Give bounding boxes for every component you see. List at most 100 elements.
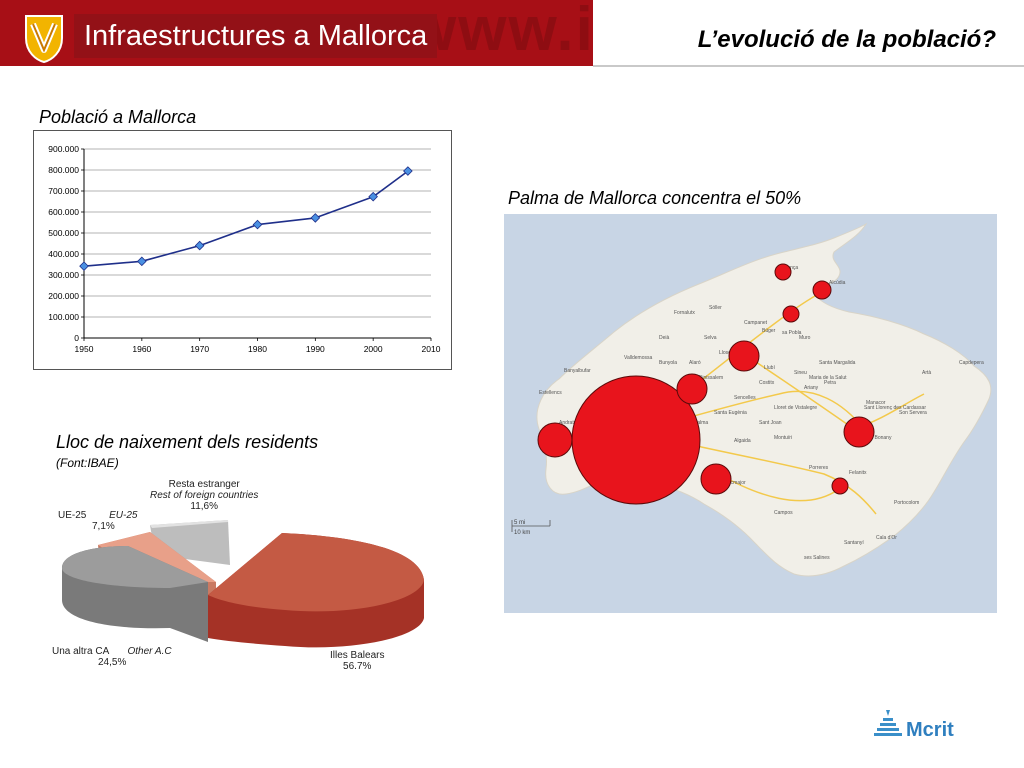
- map-place-label: ses Salines: [804, 555, 830, 561]
- population-data-point: [310, 213, 321, 223]
- map-place-label: Valldemossa: [624, 355, 652, 361]
- population-bubble-felanitx: [831, 477, 849, 495]
- pie-label-una-altra-ca-en: Other A.C: [127, 646, 172, 657]
- population-bubble-llucmajor: [700, 463, 732, 495]
- x-tick-label: 2000: [364, 344, 383, 354]
- birthplace-source: (Font:IBAE): [56, 456, 119, 470]
- y-tick-label: 100.000: [48, 312, 79, 322]
- x-tick-label: 1980: [248, 344, 267, 354]
- map-place-label: Fornalutx: [674, 310, 695, 316]
- pie-label-una-altra-ca-pct: 24,5%: [98, 657, 127, 668]
- slide-title: L’evolució de la població?: [697, 26, 996, 53]
- mcrit-pyramid-icon: [874, 710, 902, 736]
- pie-label-una-altra-ca: Una altra CA Other A.C 24,5%: [52, 646, 172, 668]
- map-place-label: Artà: [922, 370, 931, 376]
- pie-label-ue-25-pct: 7,1%: [92, 521, 115, 532]
- pie-label-ue-25-en: EU-25: [109, 510, 138, 521]
- map-place-label: Capdepera: [959, 360, 984, 366]
- scale-label-mi: 5 mi: [514, 520, 525, 526]
- header-watermark: www.i: [408, 0, 593, 64]
- map-place-label: Costitx: [759, 380, 775, 386]
- population-series-line: [83, 170, 409, 267]
- x-tick-label: 1970: [190, 344, 209, 354]
- map-place-label: Sóller: [709, 305, 722, 311]
- pie-label-illes-balears: Illes Balears 56.7%: [330, 650, 384, 672]
- pie-label-ue-25: UE-25 EU-25 7,1%: [58, 510, 138, 532]
- map-title: Palma de Mallorca concentra el 50%: [508, 188, 802, 208]
- map-place-label: Binissalem: [699, 375, 723, 381]
- map-place-label: Sencelles: [734, 395, 756, 401]
- population-chart-title: Població a Mallorca: [39, 107, 197, 127]
- map-place-label: Palma: [694, 420, 708, 426]
- population-bubble-sa-pobla: [782, 305, 800, 323]
- map-place-label: Alcúdia: [829, 280, 846, 286]
- header-banner: www.i Infraestructures a Mallorca: [0, 0, 593, 66]
- map-place-label: Deià: [659, 335, 670, 341]
- population-bubble-marratxi: [676, 373, 708, 405]
- y-tick-label: 600.000: [48, 207, 79, 217]
- map-place-label: sa Pobla: [782, 330, 802, 336]
- map-place-label: Portocolom: [894, 500, 919, 506]
- app-title: Infraestructures a Mallorca: [74, 14, 438, 58]
- map-place-label: Sant Joan: [759, 420, 782, 426]
- map-place-label: Bunyola: [659, 360, 677, 366]
- map-place-label: Llubí: [764, 365, 775, 371]
- pie-slice-una-altra-ca: [62, 546, 208, 642]
- mallorca-map: SóllerPollençaAlcúdiaCampanetsa PoblaInc…: [504, 214, 997, 613]
- pie-slice-illes-balears: [208, 533, 424, 648]
- population-data-point: [252, 219, 263, 230]
- map-place-label: Campos: [774, 510, 793, 516]
- population-bubble-inca: [728, 340, 760, 372]
- map-place-label: Cala d'Or: [876, 535, 897, 541]
- map-place-label: Maria de la Salut: [809, 375, 847, 381]
- birthplace-chart-title: Lloc de naixement dels residents: [56, 432, 319, 452]
- map-place-label: Estellencs: [539, 390, 562, 396]
- birthplace-pie-chart: [62, 520, 424, 648]
- map-place-label: Banyalbufar: [564, 368, 591, 374]
- map-place-label: Sineu: [794, 370, 807, 376]
- population-bubbles: [537, 263, 875, 505]
- map-place-label: Porreres: [809, 465, 829, 471]
- map-place-label: Sant Llorenç des Cardassar: [864, 405, 926, 411]
- map-place-label: Son Servera: [899, 410, 927, 416]
- pie-label-resta-estranger-ca: Resta estranger: [168, 479, 240, 490]
- mallorca-map-svg: SóllerPollençaAlcúdiaCampanetsa PoblaInc…: [511, 222, 992, 577]
- population-bubble-andratx: [537, 422, 573, 458]
- map-place-label: Petra: [824, 380, 836, 386]
- map-place-label: Búger: [762, 328, 776, 334]
- pie-label-resta-estranger: Resta estranger Rest of foreign countrie…: [150, 479, 258, 512]
- y-tick-label: 800.000: [48, 165, 79, 175]
- map-place-label: Santa Eugènia: [714, 410, 747, 416]
- map-place-label: Andratx: [559, 420, 577, 426]
- pie-label-illes-balears-pct: 56.7%: [343, 661, 372, 672]
- shield-logo-icon: [25, 15, 63, 64]
- y-tick-label: 0: [74, 333, 79, 343]
- y-tick-label: 500.000: [48, 228, 79, 238]
- map-place-label: Manacor: [866, 400, 886, 406]
- pie-label-resta-estranger-en: Rest of foreign countries: [150, 490, 259, 501]
- header: www.i Infraestructures a Mallorca L’evol…: [0, 0, 1024, 67]
- map-place-label: Santa Margalida: [819, 360, 856, 366]
- x-tick-label: 1960: [132, 344, 151, 354]
- population-bubble-manacor: [843, 416, 875, 448]
- header-divider: [593, 65, 1024, 67]
- map-place-label: Montuïri: [774, 435, 792, 441]
- pie-label-una-altra-ca-ca: Una altra CA: [52, 646, 109, 657]
- map-place-label: Muro: [799, 335, 811, 341]
- map-scale: 5 mi 10 km: [511, 520, 551, 536]
- y-tick-label: 300.000: [48, 270, 79, 280]
- map-place-label: Ariany: [804, 385, 819, 391]
- map-place-label: Algaida: [734, 438, 751, 444]
- population-data-point: [79, 261, 89, 271]
- population-data-point: [403, 166, 413, 176]
- x-tick-label: 1950: [75, 344, 94, 354]
- map-place-label: Santanyí: [844, 540, 864, 546]
- y-tick-label: 200.000: [48, 291, 79, 301]
- map-place-label: Llucmajor: [724, 480, 746, 486]
- population-line-svg: 0 100.000 200.000 300.000 400.000 500.000 600.…: [48, 144, 440, 354]
- pie-label-illes-balears-ca: Illes Balears: [330, 650, 385, 661]
- population-data-point: [368, 191, 378, 202]
- pie-label-resta-estranger-pct: 11,6%: [190, 501, 218, 512]
- scale-label-km: 10 km: [514, 530, 530, 536]
- population-line-chart: 0 100.000 200.000 300.000 400.000 500.000 600.…: [33, 130, 452, 370]
